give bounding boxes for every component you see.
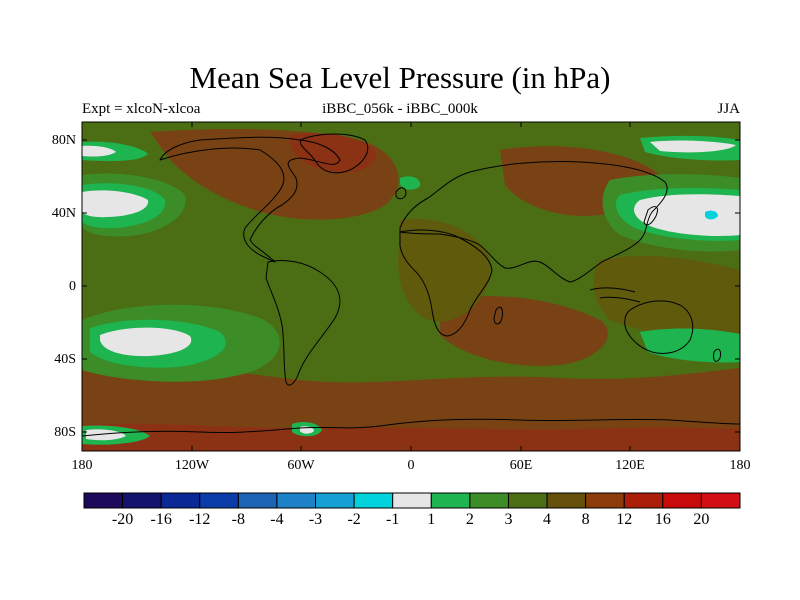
subtitle-right: JJA xyxy=(717,101,740,117)
coastline-uk xyxy=(395,187,407,200)
colorbar-box xyxy=(353,492,394,509)
lon-label: 180 xyxy=(71,458,93,473)
colorbar-box xyxy=(507,492,548,509)
colorbar-label: 1 xyxy=(427,511,436,528)
colorbar-label: -3 xyxy=(308,511,323,528)
lon-label: 0 xyxy=(407,458,415,473)
coastline-africa xyxy=(399,229,493,337)
coastline-madagascar xyxy=(493,306,503,325)
axis-ticks xyxy=(81,122,741,451)
field-redbrown-greenland xyxy=(289,133,376,173)
lon-label: 180 xyxy=(729,458,751,473)
coastlines xyxy=(82,133,740,437)
coastline-indonesia xyxy=(589,287,641,303)
field-olive-pacific xyxy=(593,255,740,342)
colorbar-label: -16 xyxy=(150,511,172,528)
colorbar-label: 12 xyxy=(616,511,633,528)
coastline-greenland xyxy=(299,133,369,174)
colorbar-box xyxy=(315,492,355,509)
field-white-arctic-east xyxy=(650,140,736,153)
coastline-south-america xyxy=(265,259,341,386)
colorbar-box xyxy=(276,492,317,509)
colorbar-label: -20 xyxy=(111,511,134,528)
colorbar-box xyxy=(700,492,741,509)
field-brightgreen-southern-indian xyxy=(640,328,740,363)
map-field xyxy=(82,122,740,451)
colorbar-label: 4 xyxy=(543,511,552,528)
lon-label: 60W xyxy=(287,458,315,473)
field-white-north-pacific-west xyxy=(82,190,149,218)
colorbar-box xyxy=(623,492,664,509)
lon-label: 120E xyxy=(615,458,645,473)
field-olive-africa xyxy=(398,219,491,322)
lat-label: 80S xyxy=(54,425,76,440)
colorbar-box xyxy=(199,492,239,509)
subtitle-center: iBBC_056k - iBBC_000k xyxy=(322,101,478,117)
colorbar-label: -8 xyxy=(231,511,245,528)
colorbar-label: -2 xyxy=(347,511,361,528)
field-brown-indian-ocean xyxy=(440,296,608,366)
colorbar-label: -4 xyxy=(270,511,284,528)
colorbar-label: -1 xyxy=(386,511,400,528)
coastline-new-zealand xyxy=(713,348,721,362)
colorbar-box xyxy=(83,492,124,509)
lon-label: 60E xyxy=(509,458,533,473)
field-white-south-pacific xyxy=(100,327,192,357)
lat-label: 40N xyxy=(51,206,76,221)
chart-title: Mean Sea Level Pressure (in hPa) xyxy=(189,60,611,95)
lon-label: 120W xyxy=(174,458,210,473)
colorbar-box xyxy=(585,492,625,509)
field-white-antarctic-west xyxy=(86,429,126,441)
coastline-antarctica xyxy=(82,418,740,437)
field-white-north-pacific-east xyxy=(634,194,740,236)
coastline-japan xyxy=(643,206,658,226)
field-brightgreen-siberia xyxy=(400,176,421,190)
colorbar-label: -12 xyxy=(189,511,211,528)
colorbar-box xyxy=(160,492,201,509)
colorbar-label: 16 xyxy=(654,511,671,528)
field-cyan-north-pacific xyxy=(705,210,718,220)
colorbar-label: 20 xyxy=(693,511,710,528)
colorbar-box xyxy=(546,492,587,509)
colorbar-box xyxy=(469,492,509,509)
coastline-north-america xyxy=(159,136,341,263)
colorbar-box xyxy=(430,492,471,509)
field-redbrown-antarctic xyxy=(82,423,740,451)
lat-label: 40S xyxy=(54,352,76,367)
subtitle-left: Expt = xlcoN-xlcoa xyxy=(82,101,201,117)
colorbar-box xyxy=(122,492,162,509)
colorbar-box xyxy=(662,492,702,509)
colorbar-box xyxy=(392,492,432,509)
coastline-australia xyxy=(624,300,694,354)
colorbar xyxy=(83,492,741,509)
colorbar-box xyxy=(237,492,278,509)
colorbar-label: 3 xyxy=(504,511,513,528)
lat-label: 0 xyxy=(69,279,76,294)
colorbar-label: 8 xyxy=(581,511,590,528)
field-white-arctic-west xyxy=(82,145,116,157)
lat-label: 80N xyxy=(51,133,76,148)
colorbar-label: 2 xyxy=(465,511,474,528)
coastline-eurasia xyxy=(399,160,668,283)
